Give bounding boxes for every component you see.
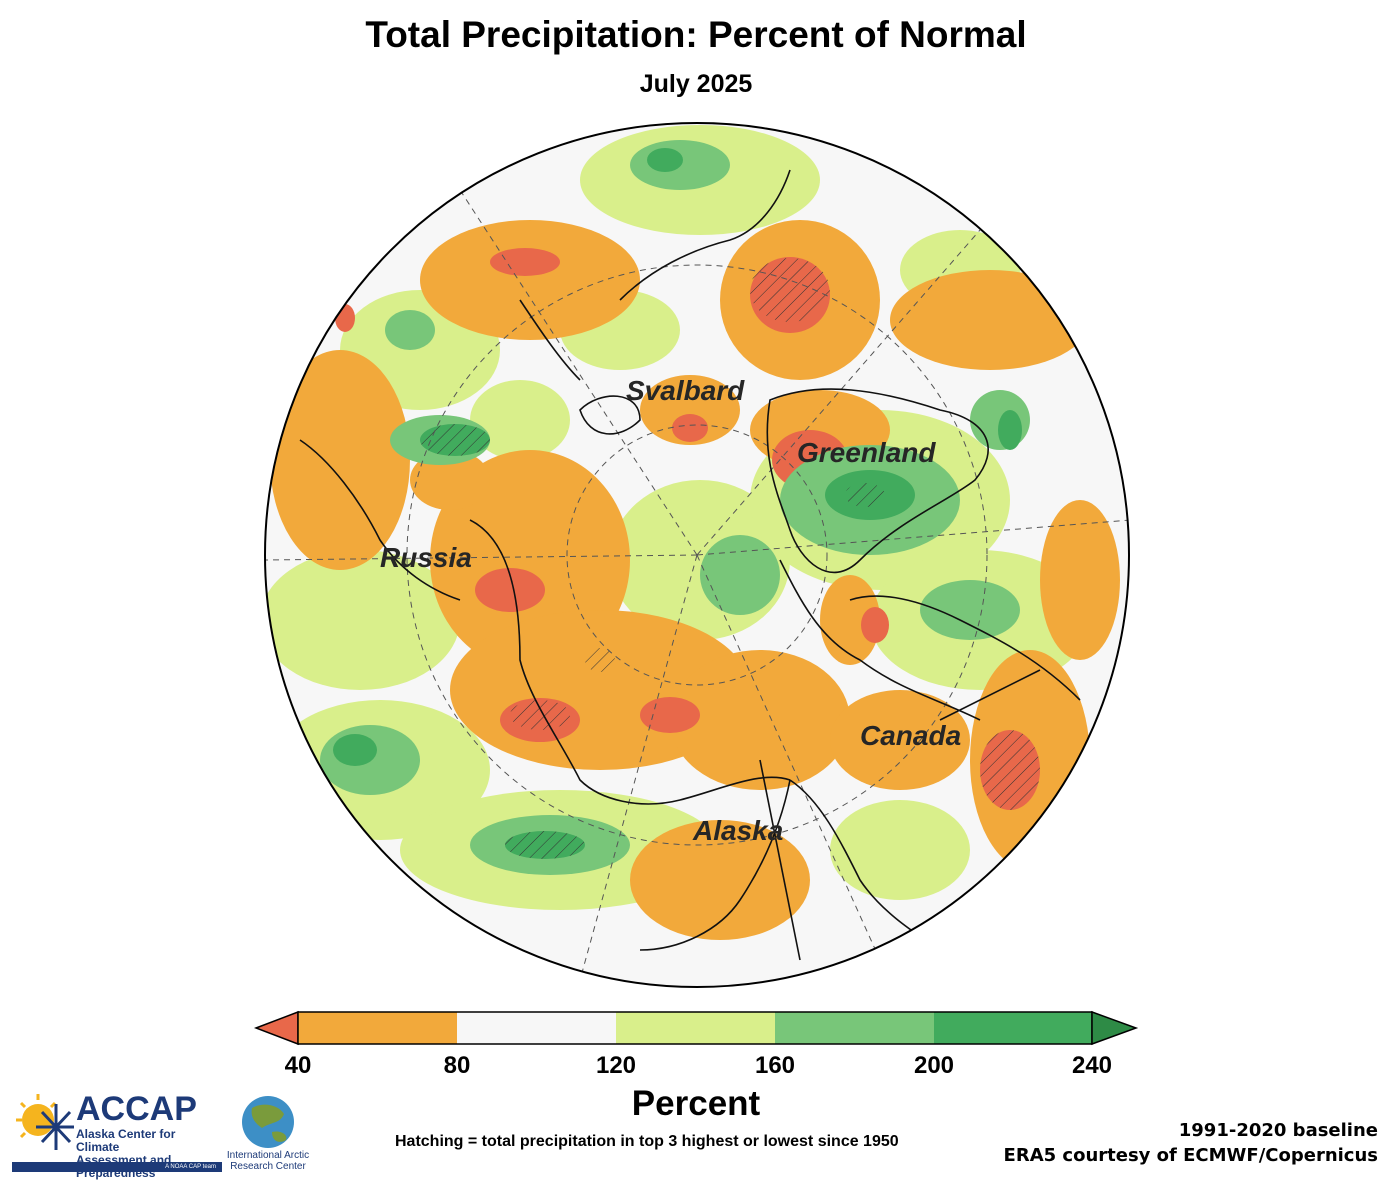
colorbar-segment-120-160 [616,1012,775,1044]
colorbar-tick-200: 200 [913,1052,955,1079]
accap-subtitle: Alaska Center for Climate Assessment and… [76,1128,222,1180]
colorbar-segment-160-200 [775,1012,934,1044]
colorbar-extend-low [253,1010,299,1046]
label-alaska: Alaska [692,815,783,846]
label-russia: Russia [380,542,472,573]
graticule [265,189,1129,981]
colorbar-segment-80-120 [457,1012,616,1044]
label-svalbard: Svalbard [626,375,745,406]
colorbar-tick-120: 120 [595,1052,637,1079]
map-boundary [264,122,1130,988]
region-labels: Svalbard Greenland Russia Canada Alaska [380,375,961,846]
colorbar-tick-40: 40 [284,1052,312,1079]
chart-subtitle: July 2025 [639,70,753,98]
sun-snowflake-icon [16,1094,74,1150]
map-field [265,123,1129,987]
colorbar-segment-40-80 [298,1012,457,1044]
label-greenland: Greenland [797,437,936,468]
label-canada: Canada [860,720,961,751]
hatching-extremes [420,258,1040,859]
colorbar-label: Percent [631,1084,761,1123]
colorbar [253,1010,1139,1046]
accap-wordmark: ACCAP [76,1090,197,1128]
colorbar-tick-80: 80 [443,1052,471,1079]
accap-logo: ACCAP Alaska Center for Climate Assessme… [12,1090,222,1180]
hatching-footnote: Hatching = total precipitation in top 3 … [395,1133,899,1150]
chart-title: Total Precipitation: Percent of Normal [365,14,1027,55]
iarc-name: International Arctic Research Center [222,1150,314,1172]
accap-subtitle-line-1: Alaska Center for Climate [76,1127,176,1154]
iarc-name-line-1: International Arctic [226,1150,310,1161]
colorbar-tick-160: 160 [754,1052,796,1079]
iarc-name-line-2: Research Center [230,1161,306,1172]
globe-icon [242,1096,294,1148]
colorbar-tick-240: 240 [1071,1052,1113,1079]
colorbar-segment-200-240 [934,1012,1092,1044]
iarc-logo: International Arctic Research Center [222,1094,314,1176]
data-source-note: ERA5 courtesy of ECMWF/Copernicus [1003,1145,1378,1166]
accap-bar [12,1162,222,1172]
colorbar-extend-high [1091,1010,1139,1046]
accap-tagline: A NOAA CAP team [165,1164,216,1170]
baseline-note: 1991-2020 baseline [1178,1120,1378,1141]
